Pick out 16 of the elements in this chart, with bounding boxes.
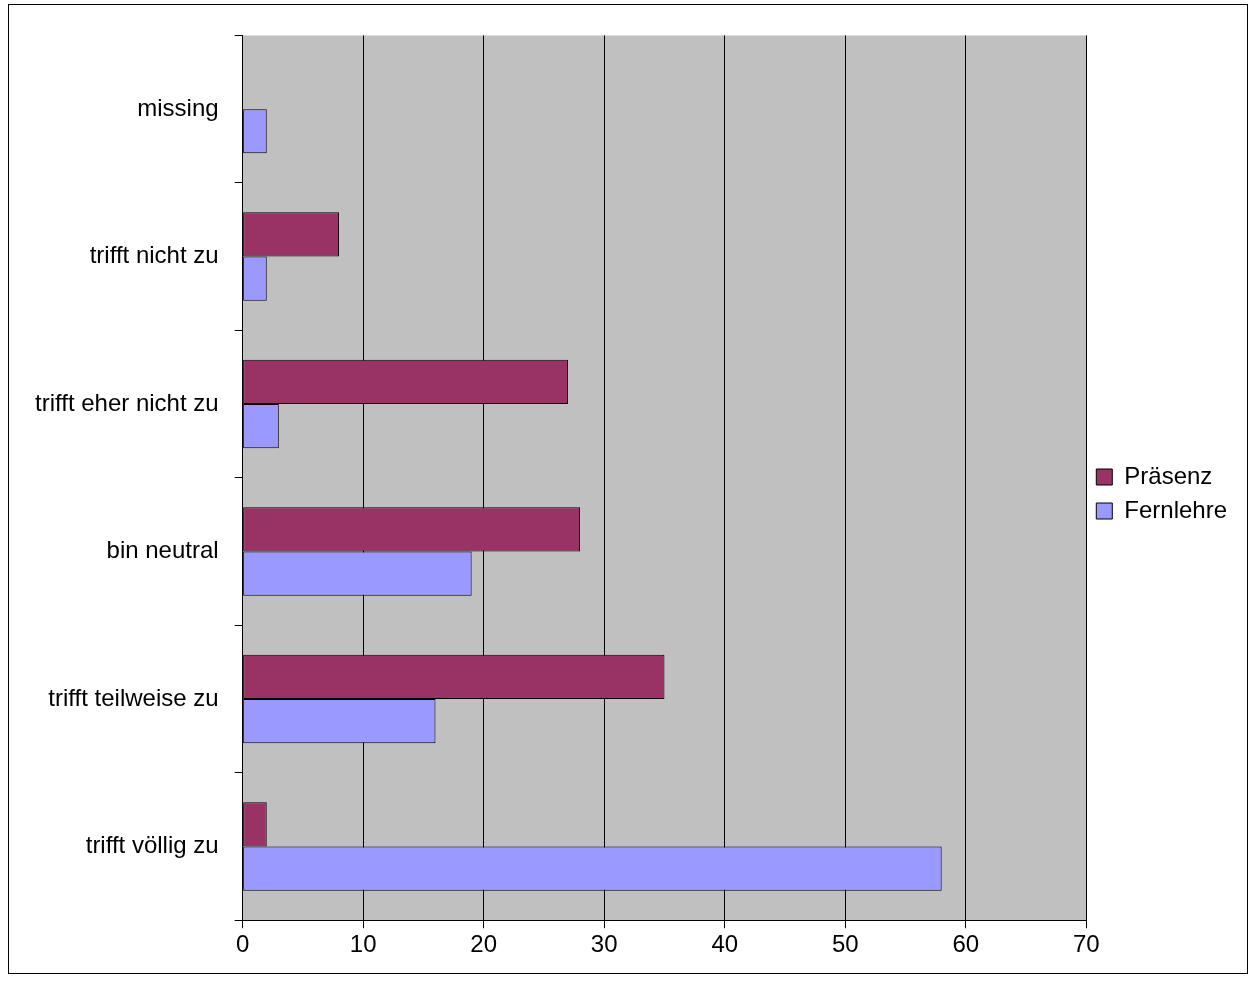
x-tick-label: 20 [470, 930, 498, 958]
x-tick-label: 60 [952, 930, 980, 958]
x-tick-label: 40 [711, 930, 739, 958]
x-tick-label: 0 [235, 930, 250, 958]
x-tick-label: 30 [590, 930, 618, 958]
x-tick-label: 50 [831, 930, 859, 958]
y-tick-label: missing [137, 93, 219, 121]
legend-label: Präsenz [1124, 461, 1213, 489]
x-tick-label: 10 [349, 930, 377, 958]
y-tick-label: bin neutral [106, 536, 219, 564]
y-tick-label: trifft nicht zu [89, 241, 219, 269]
x-tick-label: 70 [1072, 930, 1100, 958]
y-tick-label: trifft völlig zu [85, 831, 219, 859]
y-tick-label: trifft eher nicht zu [34, 388, 219, 416]
legend-label: Fernlehre [1124, 495, 1227, 523]
y-tick-label: trifft teilweise zu [48, 683, 219, 711]
